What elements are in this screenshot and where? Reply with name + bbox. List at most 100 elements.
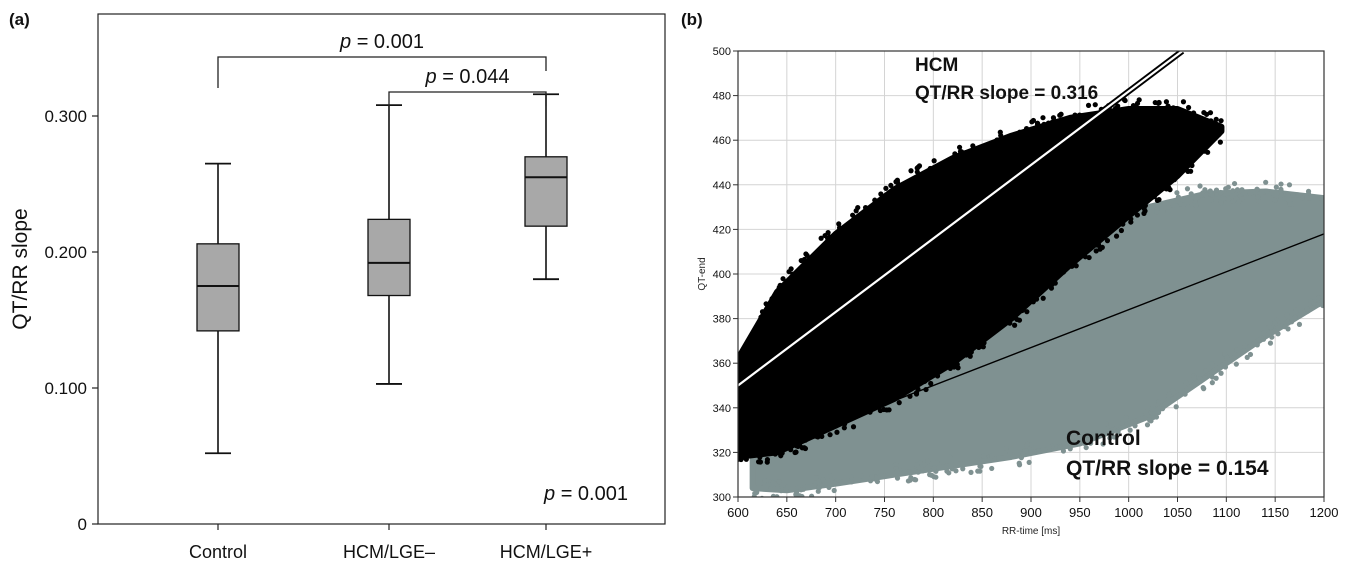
data-point [1165, 396, 1171, 402]
data-point [1142, 208, 1148, 214]
data-point [1165, 103, 1171, 109]
data-point [1184, 155, 1190, 162]
data-point [823, 249, 829, 255]
data-point [985, 141, 991, 147]
iqr-box [196, 243, 240, 332]
data-point [1180, 99, 1187, 105]
data-point [947, 454, 953, 460]
data-point [878, 191, 884, 197]
box-2 [367, 104, 411, 385]
data-point [759, 309, 766, 315]
significance-bracket [217, 56, 547, 88]
data-point [1264, 188, 1270, 194]
y-tick-label: 400 [713, 269, 731, 281]
data-point [816, 485, 822, 491]
data-point [921, 378, 928, 385]
data-point [849, 411, 855, 417]
y-tick-label: 340 [713, 403, 731, 415]
data-point [976, 148, 982, 154]
data-point [850, 424, 857, 430]
data-point [897, 185, 903, 192]
data-point [971, 342, 977, 348]
data-point [831, 487, 837, 494]
data-point [1288, 319, 1295, 325]
data-point [912, 179, 918, 185]
data-point [1048, 285, 1055, 291]
data-point [813, 475, 819, 481]
x-tick-label: 1200 [1310, 505, 1339, 520]
data-point [1046, 126, 1053, 132]
x-tick-label: 600 [727, 505, 749, 520]
data-point [1107, 435, 1113, 441]
data-point [1188, 191, 1194, 197]
data-point [1191, 148, 1197, 154]
data-point [1174, 190, 1180, 196]
x-tick-label: 1150 [1261, 505, 1289, 520]
data-point [1040, 115, 1046, 121]
data-point [799, 445, 805, 451]
data-point [1156, 99, 1162, 106]
data-point [872, 197, 878, 203]
data-point [902, 187, 908, 193]
data-point [1163, 186, 1169, 192]
data-point [757, 454, 763, 460]
data-point [850, 212, 856, 218]
data-point [744, 340, 751, 346]
data-point [955, 365, 961, 371]
data-point [1003, 445, 1009, 451]
data-point [996, 455, 1002, 461]
data-point [1290, 192, 1296, 198]
data-point [1094, 242, 1101, 248]
x-tick-label: HCM/LGE+ [500, 542, 593, 562]
data-point [1135, 195, 1141, 202]
data-point [1211, 123, 1217, 129]
data-point [960, 466, 966, 472]
data-point [1216, 131, 1222, 137]
data-point [1010, 139, 1017, 145]
data-point [841, 425, 847, 431]
data-point [1055, 272, 1061, 278]
data-point [1009, 307, 1015, 313]
data-point [1123, 414, 1129, 421]
data-point [1086, 254, 1092, 261]
data-point [1146, 417, 1153, 423]
x-tick-label: 850 [971, 505, 993, 520]
data-point [1255, 198, 1262, 204]
data-point [809, 493, 815, 497]
data-point [1141, 415, 1148, 421]
data-point [925, 170, 932, 176]
data-point [919, 468, 926, 474]
data-point [1085, 102, 1092, 108]
data-point [1207, 110, 1214, 116]
data-point [798, 257, 804, 264]
data-point [1213, 375, 1219, 381]
data-point [1072, 112, 1078, 118]
y-tick-label: 480 [713, 91, 731, 103]
data-point [1197, 199, 1203, 205]
data-point [762, 477, 768, 484]
data-point [1073, 263, 1079, 269]
data-point [967, 353, 973, 359]
data-point [819, 433, 825, 440]
data-point [1233, 361, 1239, 367]
data-point [1067, 446, 1073, 452]
x-tick-label: 800 [922, 505, 944, 520]
data-point [1026, 459, 1032, 465]
data-point [931, 158, 937, 164]
y-tick-label: 0.200 [44, 243, 87, 262]
data-point [1040, 295, 1046, 301]
data-point [769, 296, 775, 302]
y-tick-label: 500 [713, 46, 731, 58]
data-point [1315, 295, 1322, 301]
data-point [1000, 312, 1006, 318]
data-point [748, 343, 754, 349]
data-point [1308, 298, 1314, 304]
data-point [1197, 146, 1203, 152]
data-point [1167, 187, 1173, 193]
data-point [1247, 190, 1253, 197]
data-point [971, 155, 978, 161]
data-point [928, 380, 934, 387]
data-point [1260, 336, 1267, 342]
data-point [1203, 134, 1209, 141]
data-point [944, 468, 950, 474]
